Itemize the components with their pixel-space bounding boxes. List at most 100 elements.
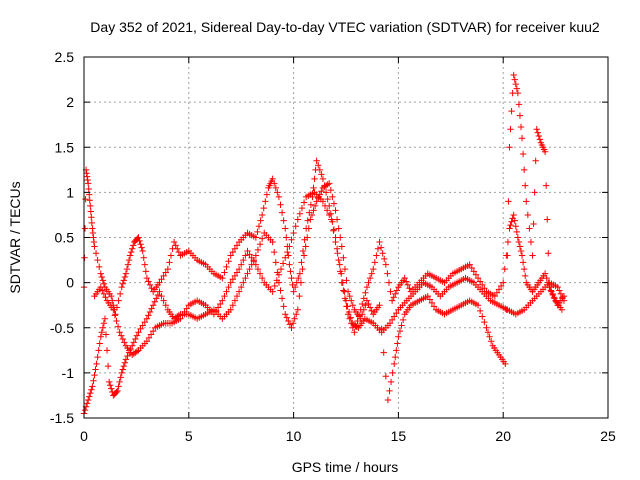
data-point-track-a — [351, 329, 358, 336]
data-point-track-c — [110, 306, 117, 313]
data-point-track-a — [89, 225, 96, 232]
data-point-track-a — [255, 223, 263, 230]
data-point-track-c — [290, 229, 297, 237]
y-tick-label: 0.5 — [55, 230, 75, 246]
axis-ticks: 0 5 10 15 20 25 -1.5 -1 -0.5 0 0.5 1 1.5 2 2.5 — [50, 49, 616, 444]
data-point-track-c — [321, 202, 329, 210]
x-axis-label: GPS time / hours — [292, 459, 399, 475]
data-point-track-b — [149, 301, 157, 309]
data-point-track-a — [95, 263, 103, 271]
data-point-track-a — [365, 279, 372, 286]
data-point-track-b — [396, 327, 404, 335]
data-point-track-b — [93, 360, 100, 368]
data-point-track-b — [119, 366, 126, 373]
data-point-track-b — [283, 314, 290, 321]
data-point-track-b — [365, 300, 372, 308]
data-point-track-b — [391, 360, 398, 368]
data-point-track-c — [225, 283, 232, 291]
data-point-track-b — [145, 312, 152, 319]
data-point-track-a — [129, 245, 136, 252]
data-point-track-b — [536, 136, 544, 143]
data-point-track-a — [81, 254, 88, 262]
chart-title: Day 352 of 2021, Sidereal Day-to-day VTE… — [90, 19, 600, 35]
data-point-track-b — [282, 311, 289, 318]
data-point-track-b — [512, 80, 519, 88]
data-point-track-b — [129, 342, 136, 349]
data-point-track-c — [113, 317, 120, 325]
data-point-track-a — [263, 191, 271, 198]
data-point-track-b — [94, 353, 101, 361]
data-point-track-b — [162, 301, 169, 309]
data-point-track-b — [527, 238, 535, 246]
data-point-track-a — [385, 279, 393, 286]
data-point-track-a — [142, 268, 150, 275]
data-point-track-a — [330, 226, 338, 233]
data-point-track-c — [244, 247, 251, 255]
x-tick-label: 0 — [80, 428, 88, 444]
data-point-track-b — [541, 148, 549, 155]
data-point-track-b — [289, 320, 297, 327]
data-point-track-b — [97, 333, 104, 340]
data-point-track-a — [511, 217, 518, 224]
data-point-track-a — [500, 279, 507, 286]
data-point-track-c — [559, 294, 566, 301]
data-point-track-a — [504, 238, 512, 246]
data-point-track-b — [310, 207, 317, 214]
data-point-track-c — [323, 207, 331, 214]
data-point-track-a — [81, 225, 89, 232]
data-point-track-a — [376, 238, 383, 246]
data-point-track-a — [174, 245, 181, 252]
data-point-track-b — [296, 292, 303, 300]
data-point-track-a — [262, 198, 269, 205]
data-point-track-b — [362, 301, 369, 309]
data-point-track-a — [122, 270, 130, 277]
data-point-track-c — [341, 288, 348, 295]
data-point-track-a — [313, 157, 320, 164]
data-point-track-a — [362, 289, 369, 296]
data-point-track-a — [515, 238, 523, 246]
data-point-track-a — [322, 189, 330, 196]
data-point-track-a — [324, 195, 331, 203]
data-point-track-a — [84, 180, 92, 187]
data-point-track-a — [363, 283, 371, 291]
data-point-track-b — [83, 400, 91, 407]
data-point-track-a — [233, 242, 241, 249]
data-point-track-b — [84, 396, 92, 404]
data-point-track-b — [529, 252, 536, 259]
x-tick-label: 25 — [600, 428, 616, 444]
data-point-track-a — [83, 173, 91, 180]
data-point-track-b — [382, 373, 390, 380]
data-point-track-c — [114, 323, 122, 330]
data-point-track-b — [294, 306, 301, 313]
data-point-track-a — [318, 171, 325, 178]
data-point-track-a — [481, 285, 488, 292]
data-point-track-c — [223, 288, 230, 295]
data-point-track-c — [179, 312, 186, 319]
data-point-track-b — [288, 324, 295, 331]
data-point-track-b — [349, 301, 357, 309]
data-point-track-a — [115, 297, 122, 304]
data-point-track-b — [428, 299, 436, 307]
data-point-track-b — [302, 243, 309, 250]
data-point-track-c — [217, 300, 224, 308]
data-point-track-a — [327, 210, 335, 218]
data-point-track-b — [395, 333, 402, 340]
y-tick-label: -1 — [62, 365, 75, 381]
data-point-track-b — [502, 360, 509, 368]
data-point-track-a — [108, 292, 115, 300]
data-point-track-b — [252, 252, 260, 259]
data-point-track-b — [300, 252, 308, 259]
data-point-track-b — [148, 305, 155, 312]
data-point-track-b — [117, 374, 124, 381]
data-point-track-a — [371, 259, 379, 266]
data-point-track-b — [535, 132, 543, 140]
data-point-track-c — [344, 303, 351, 310]
data-point-track-b — [305, 225, 312, 232]
data-point-track-c — [111, 312, 119, 319]
data-point-track-c — [319, 198, 327, 205]
data-point-track-b — [105, 378, 113, 386]
data-point-track-a — [94, 256, 101, 264]
data-point-track-a — [507, 221, 514, 229]
data-point-track-a — [88, 213, 95, 221]
data-point-track-c — [556, 287, 563, 294]
